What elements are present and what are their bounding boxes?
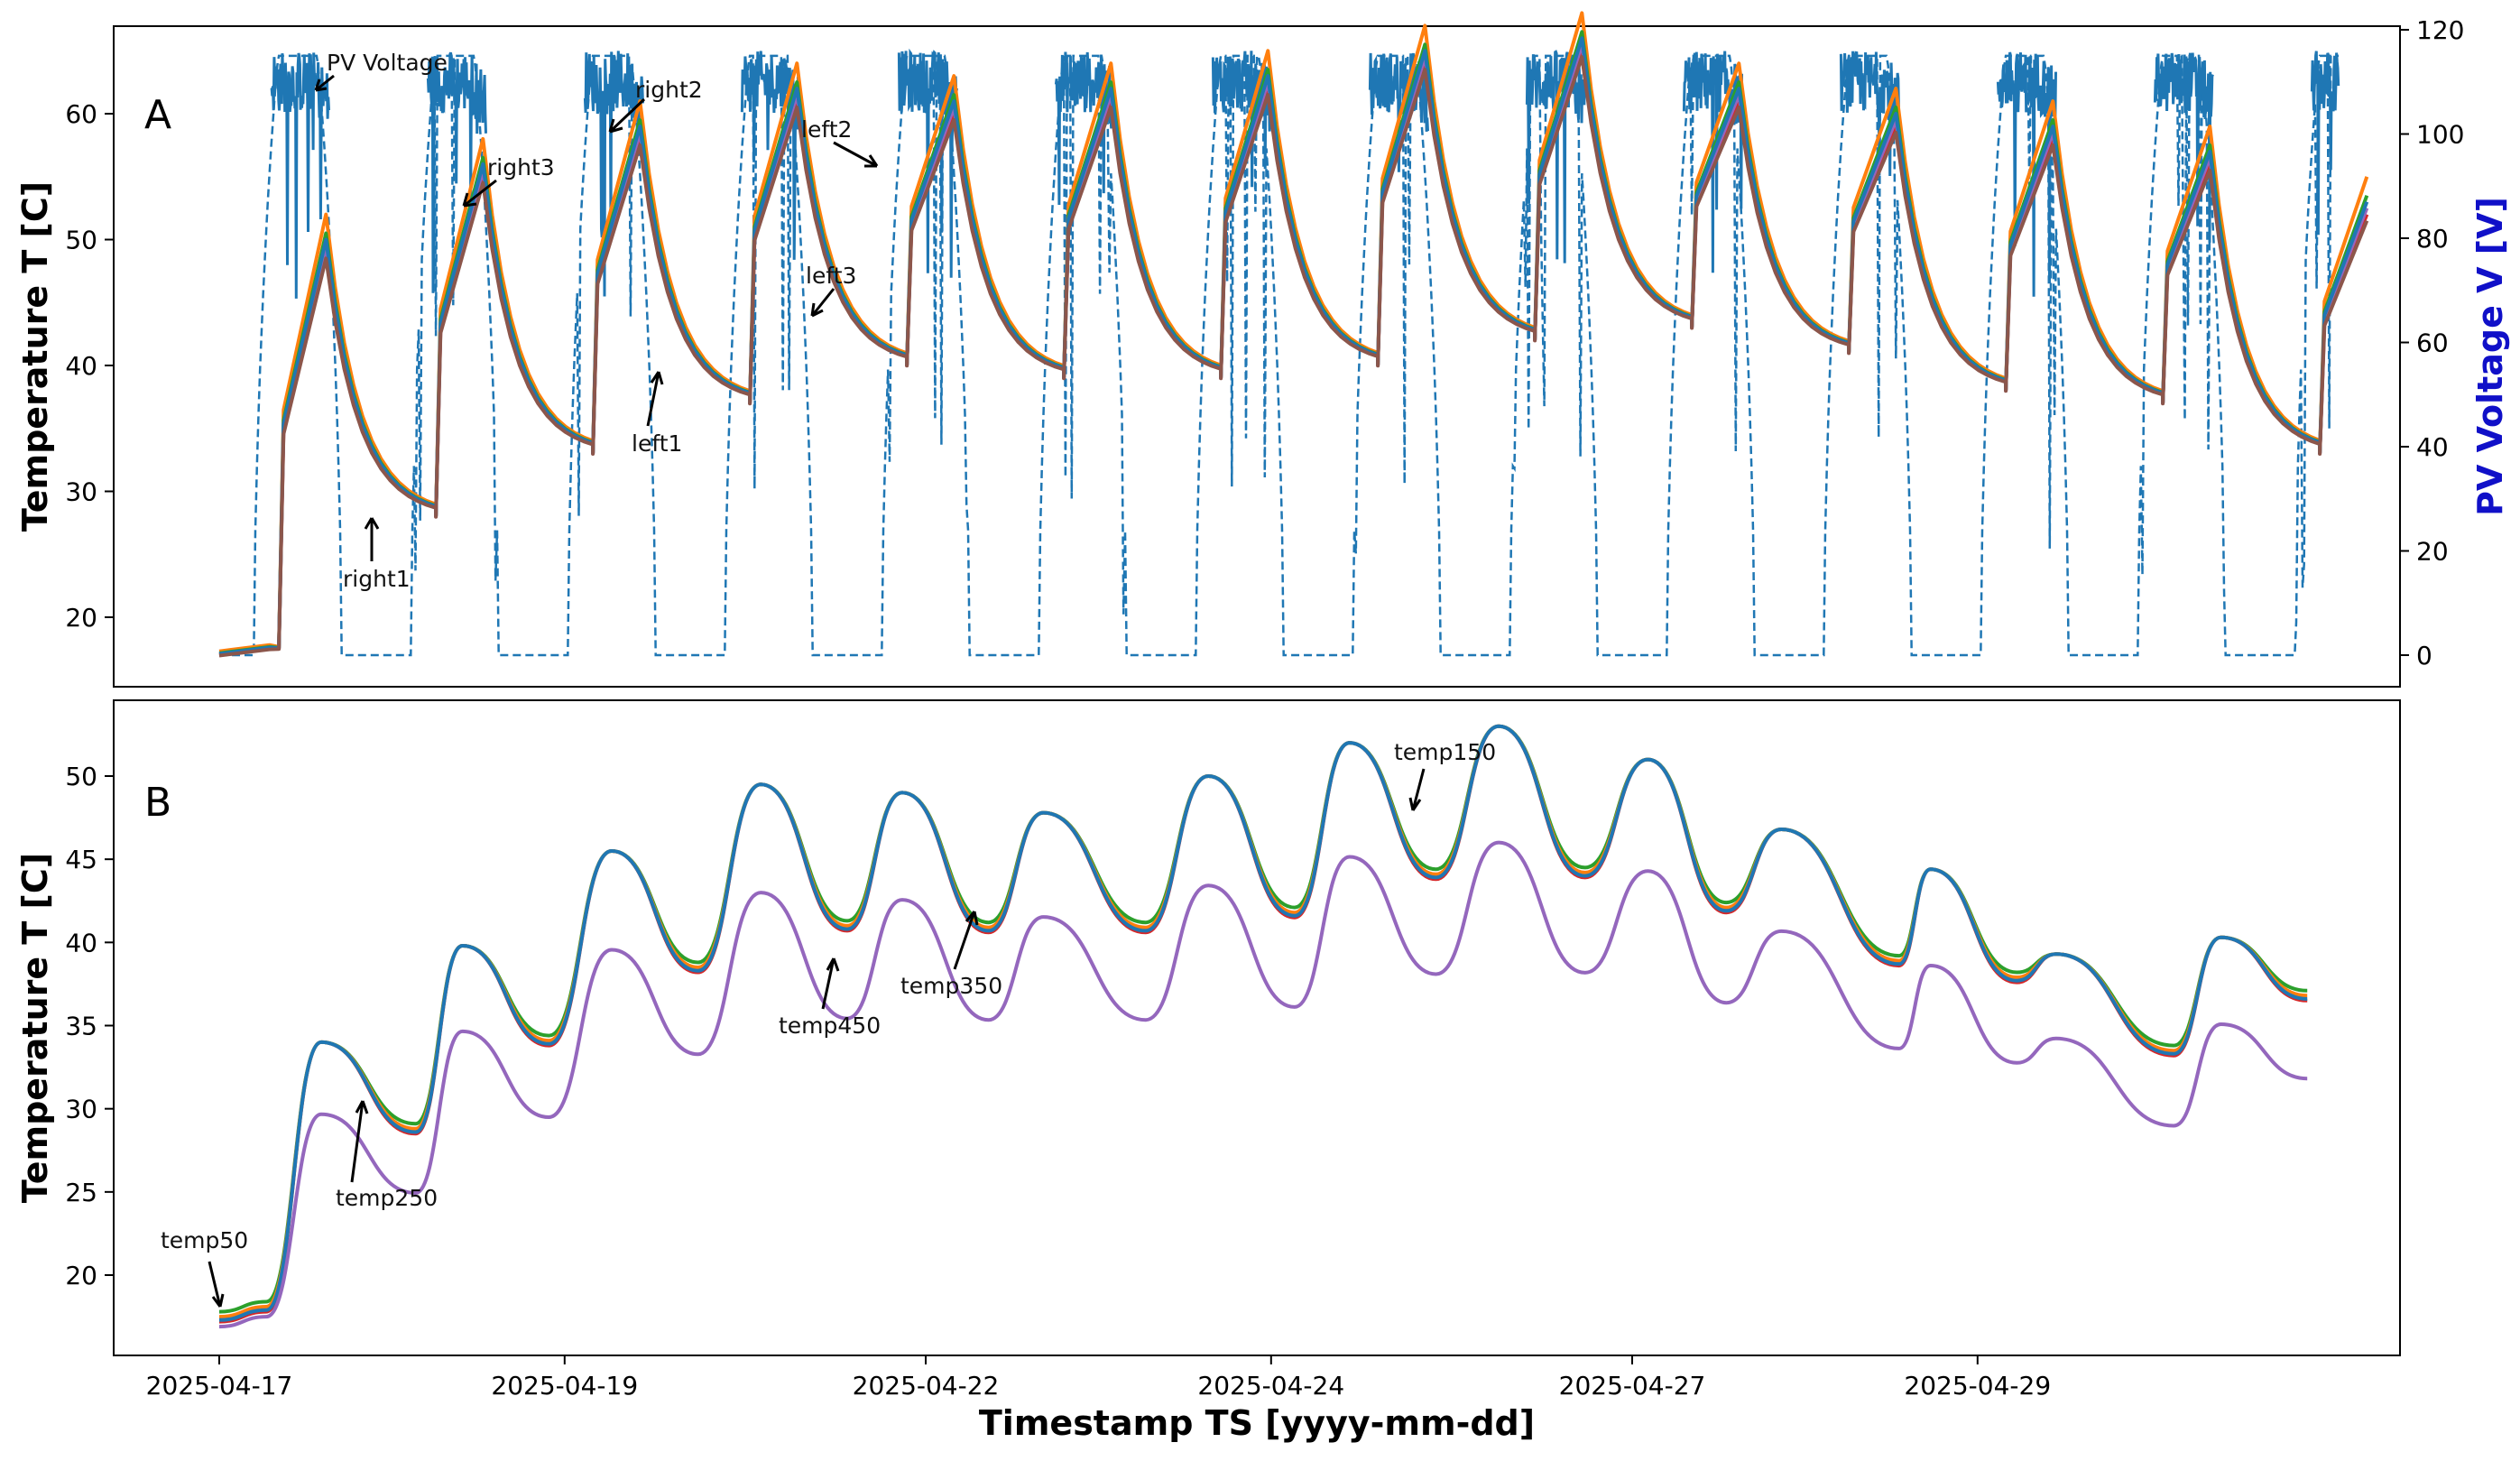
panel-a-y2-tick-label: 120 [2416,15,2464,45]
panel-b-y-tick-label: 50 [65,762,97,791]
panel-b-y-tick-label: 30 [65,1095,97,1124]
panel-b-y-tick-label: 40 [65,928,97,957]
annotation-pv-voltage-label: PV Voltage [327,50,448,76]
annotation-left3: left3 [806,263,856,318]
panel-a-y-tick-label: 60 [65,99,97,129]
x-tick-label: 2025-04-27 [1559,1371,1706,1401]
x-tick-label: 2025-04-24 [1197,1371,1344,1401]
x-tick-label: 2025-04-19 [491,1371,638,1401]
panel-a-y-tick-label: 40 [65,351,97,381]
panel-b-y-tick-label: 45 [65,845,97,874]
annotation-temp350-label: temp350 [900,973,1002,999]
panel-a-y2-tick-label: 100 [2416,120,2464,150]
annotation-temp250: temp250 [336,1100,438,1211]
pv-voltage-dashed-line [219,54,2339,657]
x-tick-label: 2025-04-22 [853,1371,1000,1401]
panel-b-y-tick-label: 35 [65,1012,97,1041]
panel-b-y-axis-label: Temperature T [C] [15,853,55,1203]
annotation-right1-label: right1 [343,566,411,592]
panel-a-y-ticks: 20 30 40 50 60 [65,99,114,633]
annotation-left3-label: left3 [806,263,856,289]
panel-b-x-ticks: 2025-04-17 2025-04-19 2025-04-22 2025-04-24… [146,1355,2051,1401]
panel-b-frame [113,699,2401,1356]
annotation-temp250-label: temp250 [336,1185,438,1211]
x-tick-label: 2025-04-17 [146,1371,293,1401]
panel-a-series-left3 [218,55,2369,658]
panel-a-y-axis-label: Temperature T [C] [15,181,55,532]
panel-b-series-temp50 [218,724,2308,1324]
annotation-left3-arrow [810,288,835,318]
panel-a-y2-tick-label: 20 [2416,537,2449,567]
annotation-right2: right2 [608,77,703,134]
annotation-temp450: temp450 [779,957,881,1039]
panel-b-series [218,724,2308,1329]
x-tick-label: 2025-04-29 [1904,1371,2051,1401]
panel-a: 20 30 40 50 60 0 20 40 60 80 100 120 A Temperature… [15,11,2510,688]
x-axis-label: Timestamp TS [yyyy-mm-dd] [979,1403,1535,1443]
panel-a-y2-ticks: 0 20 40 60 80 100 120 [2400,15,2464,670]
panel-a-y2-tick-label: 60 [2416,328,2449,358]
annotation-left1-arrow [646,371,664,427]
annotation-temp350-arrow [953,911,979,970]
annotation-left2: left2 [801,116,879,168]
annotation-temp50-label: temp50 [161,1227,248,1253]
panel-a-y2-tick-label: 80 [2416,224,2449,254]
annotation-pv-voltage-arrow [314,74,335,92]
annotation-left2-label: left2 [801,116,852,143]
annotation-right1: right1 [343,517,411,592]
panel-a-y2-axis-label: PV Voltage V [V] [2470,197,2510,516]
annotation-temp150-arrow [1408,768,1426,811]
panel-a-frame [113,25,2401,688]
annotation-right2-label: right2 [635,77,703,103]
annotation-right3-arrow [462,179,497,208]
annotation-right3: right3 [462,154,555,208]
annotation-temp150-label: temp150 [1394,739,1496,765]
annotation-left1: left1 [632,371,682,457]
panel-a-series-left1 [218,42,2369,657]
panel-b-letter: B [144,780,171,826]
panel-b-y-tick-label: 20 [65,1261,97,1290]
annotation-temp150: temp150 [1394,739,1496,811]
annotation-temp350: temp350 [900,911,1002,999]
panel-b-y-tick-label: 25 [65,1178,97,1207]
annotation-left2-arrow [833,141,879,168]
panel-b-series-temp250 [218,724,2308,1319]
panel-b-y-ticks: 20 25 30 35 40 45 50 [65,762,114,1290]
panel-a-y2-tick-label: 40 [2416,432,2449,462]
annotation-pv-voltage: PV Voltage [314,50,448,92]
panel-a-letter: A [144,92,171,138]
annotation-right1-arrow [364,517,380,561]
panel-b-series-temp350 [218,724,2308,1322]
annotation-temp250-arrow [350,1100,369,1183]
annotation-right2-arrow [608,97,646,134]
annotation-temp50: temp50 [161,1227,248,1308]
annotation-temp50-arrow [208,1261,225,1308]
annotation-temp450-arrow [821,957,840,1010]
panel-b-series-temp150 [218,724,2308,1314]
pv-voltage-line [270,48,2340,299]
panel-a-series [218,11,2369,658]
panel-a-y-tick-label: 20 [65,603,97,633]
annotation-left1-label: left1 [632,430,682,457]
annotation-temp450-label: temp450 [779,1013,881,1039]
panel-a-y-tick-label: 30 [65,477,97,507]
panel-b-series-temp450 [218,840,2308,1329]
panel-a-y2-tick-label: 0 [2416,641,2432,670]
panel-a-y-tick-label: 50 [65,226,97,255]
annotation-right3-label: right3 [487,154,555,180]
